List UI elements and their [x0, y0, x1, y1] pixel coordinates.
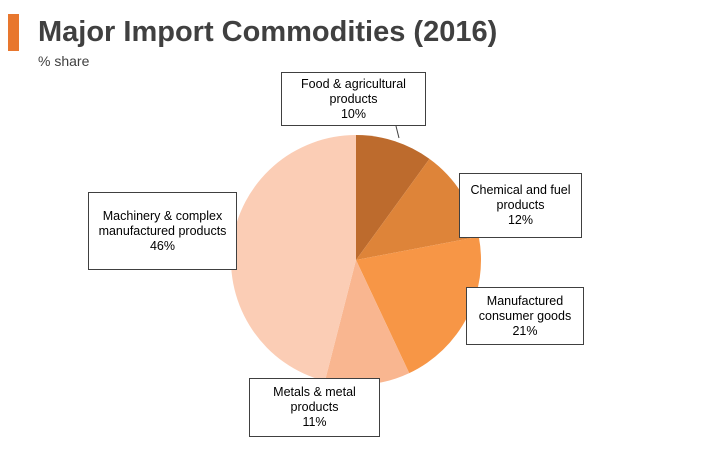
title-accent-bar — [8, 14, 19, 51]
chart-subtitle: % share — [38, 53, 90, 69]
pie-slice-chemical-and-fuel-products — [356, 158, 479, 260]
callout-label-line: Food & agricultural — [301, 76, 406, 91]
callout-label-line: Chemical and fuel — [470, 183, 571, 197]
callout-chemical-and-fuel-products: Chemical and fuel products 12% — [459, 173, 582, 238]
callout-label-line: products — [496, 198, 545, 212]
pie-slice-manufactured-consumer-goods — [356, 236, 482, 374]
callout-label-line: manufactured products — [98, 223, 227, 238]
callout-value: 46% — [149, 238, 176, 253]
leader-line-food-and-agricultural-products — [395, 125, 400, 139]
callout-label-line: Metals & metal — [273, 385, 356, 399]
pie-slice-machinery-and-complex-manufactured-products — [230, 135, 356, 382]
callout-metals-and-metal-products: Metals & metal products 11% — [249, 378, 380, 437]
callout-label-line: Machinery & complex — [102, 208, 223, 223]
chart-title: Major Import Commodities (2016) — [38, 16, 498, 48]
callout-manufactured-consumer-goods: Manufactured consumer goods 21% — [466, 287, 584, 345]
callout-label-line: products — [290, 400, 339, 414]
callout-machinery-and-complex-manufactured-products: Machinery & complex manufactured products… — [88, 192, 237, 270]
pie-slice-food-and-agricultural-products — [356, 135, 430, 260]
callout-label-line: products — [329, 91, 378, 106]
callout-label-line: Manufactured — [486, 293, 564, 308]
callout-food-and-agricultural-products: Food & agricultural products 10% — [281, 72, 426, 126]
callout-value: 11% — [302, 415, 327, 429]
callout-value: 12% — [507, 213, 534, 227]
pie-slice-metals-and-metal-products — [324, 260, 410, 386]
callout-label-line: consumer goods — [478, 308, 572, 323]
callout-value: 21% — [512, 323, 538, 338]
callout-value: 10% — [340, 106, 367, 121]
